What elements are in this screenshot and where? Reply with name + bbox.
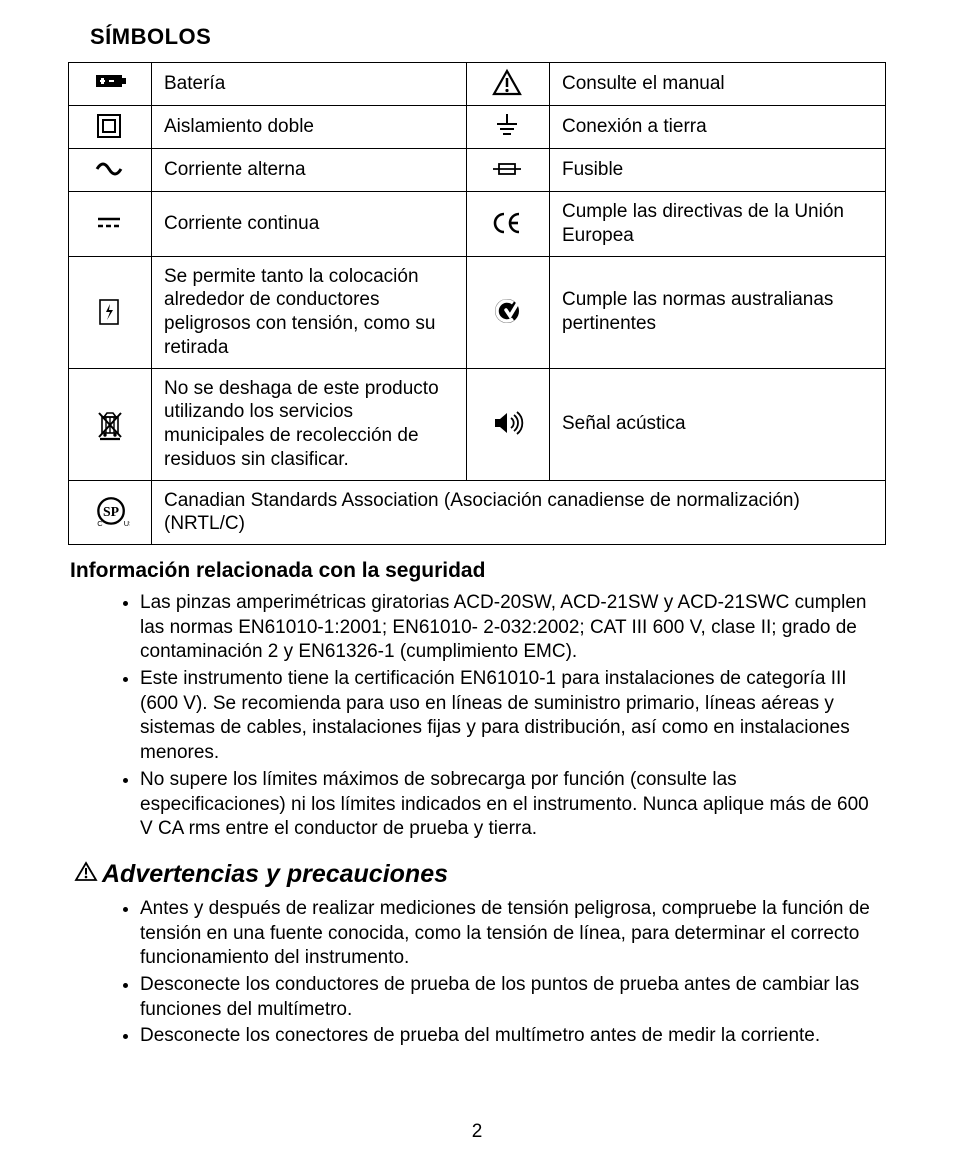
double-insulation-icon: [69, 106, 152, 149]
symbol-description: No se deshaga de este producto utilizand…: [152, 368, 467, 480]
table-row: Corriente continua Cumple las directivas …: [69, 192, 886, 257]
warning-triangle-icon: [74, 860, 98, 889]
symbols-table: BateríaConsulte el manualAislamiento dob…: [68, 62, 886, 545]
section-title: SÍMBOLOS: [90, 24, 886, 50]
table-row: Corriente alterna Fusible: [69, 149, 886, 192]
page-number: 2: [0, 1121, 954, 1143]
symbol-description: Cumple las normas australianas pertinent…: [550, 256, 886, 368]
table-row: No se deshaga de este producto utilizand…: [69, 368, 886, 480]
battery-icon: [69, 63, 152, 106]
clamp-live-conductor-icon: [69, 256, 152, 368]
symbol-description: Conexión a tierra: [550, 106, 886, 149]
table-row: Aislamiento doble Conexión a tierra: [69, 106, 886, 149]
ac-current-icon: [69, 149, 152, 192]
symbol-description: Cumple las directivas de la Unión Europe…: [550, 192, 886, 257]
table-row: Se permite tanto la colocación alrededor…: [69, 256, 886, 368]
symbol-description: Corriente continua: [152, 192, 467, 257]
warning-triangle-icon: [467, 63, 550, 106]
symbols-table-body: BateríaConsulte el manualAislamiento dob…: [69, 63, 886, 545]
safety-info-list: Las pinzas amperimétricas giratorias ACD…: [114, 591, 886, 842]
csa-mark-icon: [69, 480, 152, 545]
safety-info-heading: Información relacionada con la seguridad: [70, 559, 886, 583]
list-item: Desconecte los conectores de prueba del …: [140, 1024, 876, 1049]
dc-current-icon: [69, 192, 152, 257]
earth-ground-icon: [467, 106, 550, 149]
warnings-heading: Advertencias y precauciones: [68, 860, 886, 889]
fuse-icon: [467, 149, 550, 192]
symbol-description: Canadian Standards Association (Asociaci…: [152, 480, 886, 545]
list-item: Este instrumento tiene la certificación …: [140, 667, 876, 766]
table-row: Batería Consulte el manual: [69, 63, 886, 106]
warnings-list: Antes y después de realizar mediciones d…: [114, 897, 886, 1049]
symbol-description: Fusible: [550, 149, 886, 192]
c-tick-icon: [467, 256, 550, 368]
symbol-description: Batería: [152, 63, 467, 106]
symbol-description: Consulte el manual: [550, 63, 886, 106]
ce-mark-icon: [467, 192, 550, 257]
symbol-description: Se permite tanto la colocación alrededor…: [152, 256, 467, 368]
audible-signal-icon: [467, 368, 550, 480]
list-item: Antes y después de realizar mediciones d…: [140, 897, 876, 971]
list-item: Las pinzas amperimétricas giratorias ACD…: [140, 591, 876, 665]
manual-page: SÍMBOLOS BateríaConsulte el manualAislam…: [0, 0, 954, 1155]
list-item: No supere los límites máximos de sobreca…: [140, 768, 876, 842]
weee-bin-icon: [69, 368, 152, 480]
symbol-description: Aislamiento doble: [152, 106, 467, 149]
list-item: Desconecte los conductores de prueba de …: [140, 973, 876, 1022]
symbol-description: Señal acústica: [550, 368, 886, 480]
table-row: Canadian Standards Association (Asociaci…: [69, 480, 886, 545]
warnings-heading-text: Advertencias y precauciones: [102, 860, 448, 889]
symbol-description: Corriente alterna: [152, 149, 467, 192]
